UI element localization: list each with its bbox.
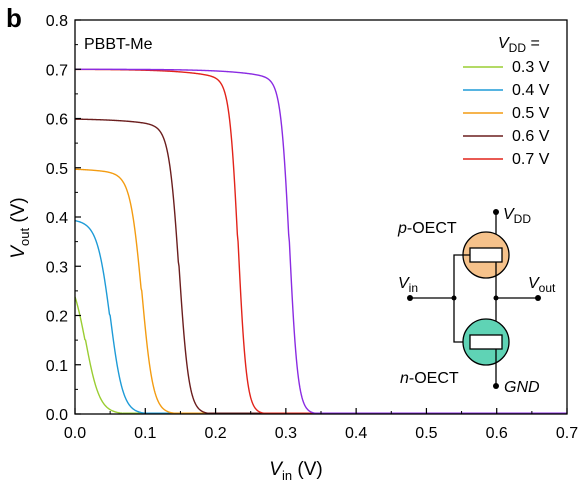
n-oect-channel	[469, 334, 503, 350]
y-tick-label: 0.0	[46, 407, 68, 424]
y-tick-label: 0.3	[46, 259, 68, 276]
legend-entry: 0.6 V	[512, 128, 550, 145]
legend-entry: 0.3 V	[512, 59, 550, 76]
gnd-label: GND	[504, 379, 540, 396]
panel-letter: b	[6, 3, 22, 33]
p-oect-label: p-OECT	[397, 220, 457, 237]
vdd-node	[493, 209, 499, 215]
x-axis-label: Vin (V)	[269, 459, 322, 483]
vin-node	[407, 295, 413, 301]
legend-title: VDD =	[498, 35, 540, 55]
p-oect-channel	[469, 247, 503, 263]
y-axis-label: Vout (V)	[8, 197, 32, 258]
y-tick-label: 0.6	[46, 112, 68, 129]
x-tick-label: 0.1	[134, 425, 156, 442]
y-tick-label: 0.7	[46, 62, 68, 79]
vin-label: Vin	[398, 275, 418, 295]
y-tick-label: 0.5	[46, 161, 68, 178]
vout-label: Vout	[528, 275, 556, 295]
x-tick-label: 0.4	[345, 425, 367, 442]
x-tick-label: 0.6	[486, 425, 508, 442]
x-tick-label: 0.2	[204, 425, 226, 442]
x-tick-label: 0.7	[556, 425, 578, 442]
vout-node	[535, 295, 541, 301]
legend-entry: 0.7 V	[512, 151, 550, 168]
y-tick-label: 0.4	[46, 210, 68, 227]
y-tick-label: 0.1	[46, 358, 68, 375]
legend-entry: 0.4 V	[512, 82, 550, 99]
n-oect-label: n-OECT	[400, 370, 459, 387]
output-junction	[493, 295, 499, 301]
gate-wire	[453, 254, 470, 343]
x-tick-label: 0.5	[415, 425, 437, 442]
y-tick-label: 0.2	[46, 309, 68, 326]
vdd-label: VDD	[503, 206, 531, 226]
annotation-label: PBBT-Me	[84, 36, 153, 53]
x-tick-label: 0.3	[275, 425, 297, 442]
y-axis-ticks: 0.0 0.1 0.2 0.3 0.4 0.5 0.6 0.7 0.8	[46, 13, 81, 424]
series-line-0p5V	[74, 168, 567, 414]
x-axis-ticks: 0.0 0.1 0.2 0.3 0.4 0.5 0.6 0.7	[64, 408, 578, 442]
legend: 0.3 V 0.4 V 0.5 V 0.6 V 0.7 V	[463, 59, 550, 168]
gnd-node	[493, 383, 499, 389]
y-tick-label: 0.8	[46, 13, 68, 30]
x-tick-label: 0.0	[64, 425, 86, 442]
inverter-circuit-inset: VDD p-OECT Vin Vout n-OECT GND	[397, 206, 556, 396]
legend-entry: 0.5 V	[512, 105, 550, 122]
